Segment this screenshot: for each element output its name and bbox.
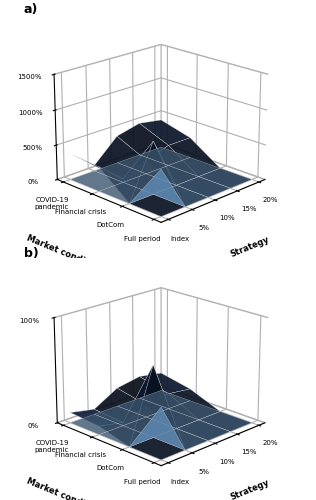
Y-axis label: Market conditions: Market conditions [26, 234, 108, 274]
X-axis label: Strategy: Strategy [229, 478, 271, 500]
X-axis label: Strategy: Strategy [229, 235, 271, 259]
Y-axis label: Market conditions: Market conditions [26, 476, 108, 500]
Text: a): a) [24, 4, 38, 16]
Text: b): b) [24, 246, 38, 260]
